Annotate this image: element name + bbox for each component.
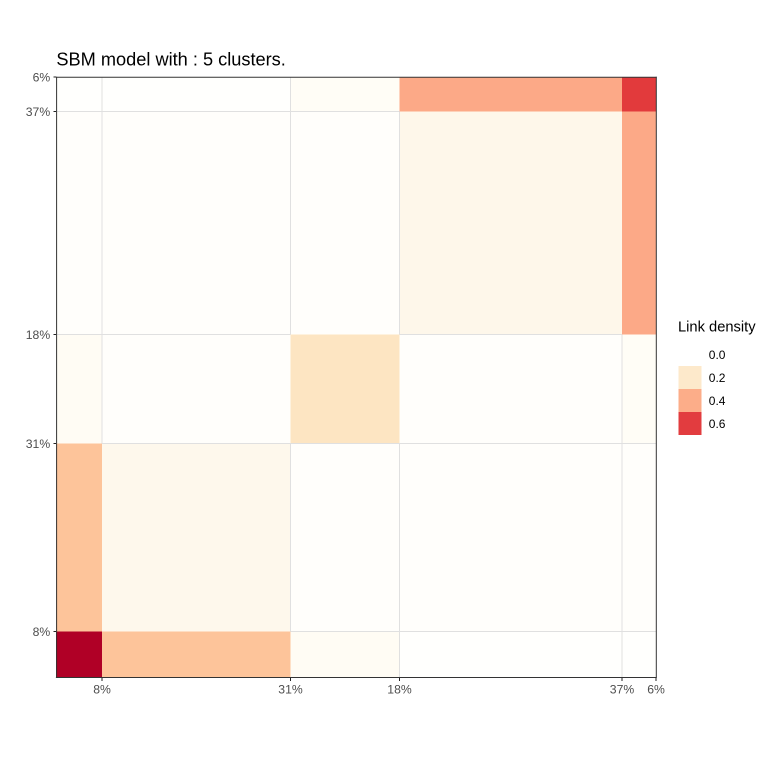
svg-text:37%: 37% xyxy=(610,683,635,697)
svg-text:37%: 37% xyxy=(26,105,51,119)
svg-text:0.0: 0.0 xyxy=(709,348,726,362)
svg-text:0.6: 0.6 xyxy=(709,417,726,431)
svg-text:6%: 6% xyxy=(33,71,51,85)
svg-text:0.2: 0.2 xyxy=(709,371,726,385)
svg-text:31%: 31% xyxy=(26,437,51,451)
svg-text:31%: 31% xyxy=(278,683,303,697)
svg-text:0.4: 0.4 xyxy=(709,394,726,408)
svg-text:18%: 18% xyxy=(387,683,412,697)
svg-text:18%: 18% xyxy=(26,328,51,342)
svg-text:6%: 6% xyxy=(647,683,665,697)
svg-text:8%: 8% xyxy=(93,683,111,697)
svg-text:SBM model with : 5 clusters.: SBM model with : 5 clusters. xyxy=(56,49,285,69)
svg-text:Link density: Link density xyxy=(678,320,756,336)
svg-text:8%: 8% xyxy=(33,625,51,639)
